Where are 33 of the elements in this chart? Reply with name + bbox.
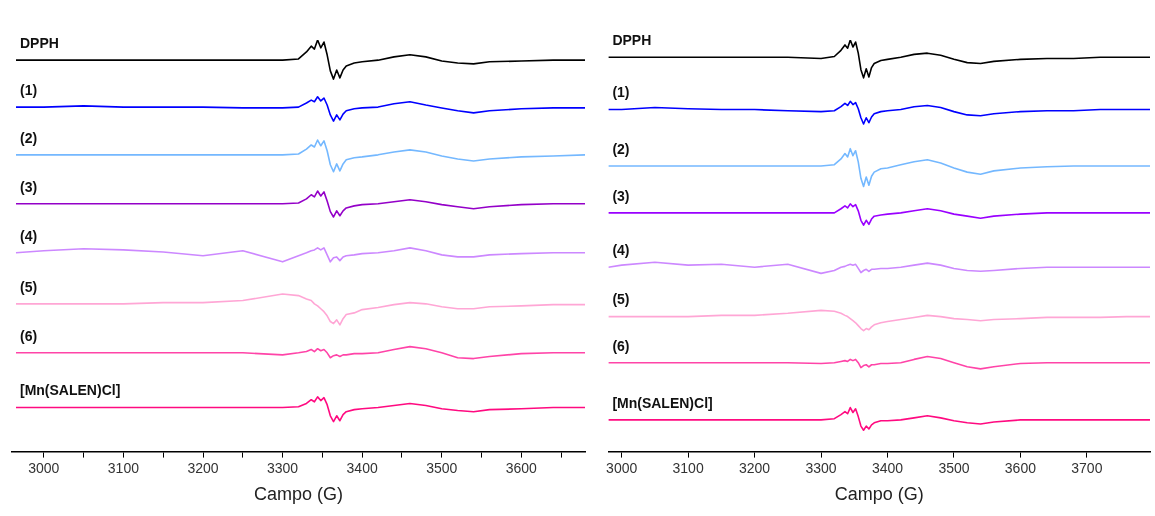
x-tick-label: 3100 <box>107 459 140 476</box>
x-axis-title: Campo (G) <box>834 484 924 505</box>
series-label: (1) <box>19 81 38 98</box>
series-label: (4) <box>612 242 630 259</box>
x-tick-label: 3600 <box>1004 459 1037 476</box>
x-tick-label: 3400 <box>871 459 904 476</box>
x-tick-label: 3000 <box>606 459 638 476</box>
x-tick-label: 3300 <box>267 459 299 476</box>
x-tick-label: 3300 <box>805 459 837 476</box>
x-tick-label: 3200 <box>187 459 219 476</box>
series-label: (4) <box>19 227 38 244</box>
series-label: (3) <box>612 187 630 204</box>
series-label: [Mn(SALEN)Cl] <box>19 382 121 399</box>
x-tick-label: 3400 <box>346 459 378 476</box>
x-tick-label: 3200 <box>739 459 771 476</box>
x-tick-label: 3600 <box>505 459 538 476</box>
series-label: DPPH <box>612 32 652 49</box>
x-tick-label: 3100 <box>672 459 704 476</box>
series-label: (5) <box>612 291 630 308</box>
x-tick-label: 3500 <box>938 459 970 476</box>
x-tick-label: 3500 <box>426 459 458 476</box>
series-label: [Mn(SALEN)Cl] <box>612 394 713 411</box>
x-tick-label: 3700 <box>1071 459 1103 476</box>
series-label: (5) <box>19 278 38 295</box>
x-tick-label: 3000 <box>28 459 60 476</box>
series-label: DPPH <box>19 35 59 52</box>
series-label: (2) <box>612 140 630 157</box>
series-label: (1) <box>612 84 630 101</box>
x-axis-title: Campo (G) <box>253 484 344 505</box>
series-label: (3) <box>19 178 38 195</box>
series-label: (6) <box>19 327 38 344</box>
series-label: (6) <box>612 337 630 354</box>
series-label: (2) <box>19 129 38 146</box>
